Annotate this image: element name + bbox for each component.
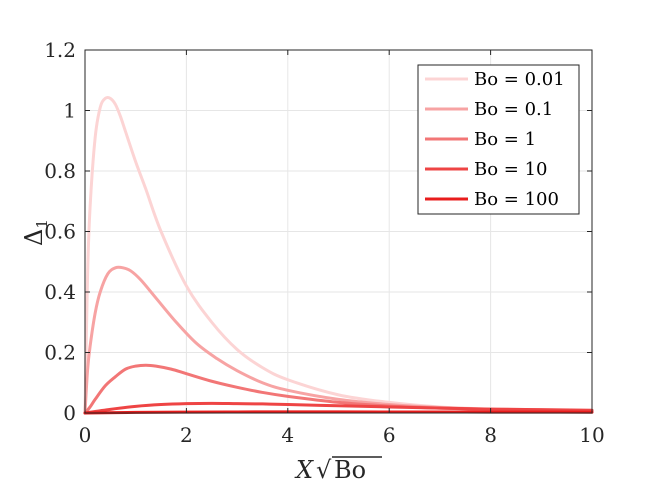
legend-entries: Bo = 0.01 Bo = 0.1 Bo = 1 Bo = 10 Bo = 100 (425, 69, 565, 210)
series-line-4 (83, 401, 594, 415)
x-tick-label: 8 (484, 423, 497, 447)
legend-entry: Bo = 10 (425, 159, 548, 180)
legend-label: Bo = 0.1 (474, 99, 553, 120)
y-tick-label: 0 (63, 401, 76, 425)
series-line-5 (83, 410, 594, 415)
legend-label: Bo = 10 (474, 159, 548, 180)
y-tick-label: 0.2 (44, 341, 76, 365)
x-axis-label-sqrt: √ (316, 456, 332, 484)
legend-label: Bo = 100 (474, 189, 559, 210)
x-tick-label: 0 (79, 423, 92, 447)
series-group (83, 95, 594, 415)
legend-label: Bo = 0.01 (474, 69, 565, 90)
x-axis-label-var: X (294, 456, 314, 484)
y-tick-label: 0.8 (44, 159, 76, 183)
y-axis-label-sub: 1 (33, 219, 51, 229)
series-line-1 (83, 95, 594, 415)
y-tick-label: 0.4 (44, 280, 76, 304)
legend-entry: Bo = 1 (425, 129, 536, 150)
legend-entry: Bo = 0.1 (425, 99, 553, 120)
legend-entry: Bo = 0.01 (425, 69, 565, 90)
x-tick-label: 2 (180, 423, 193, 447)
x-tick-label: 10 (579, 423, 604, 447)
legend-label: Bo = 1 (474, 129, 536, 150)
y-tick-label: 0.6 (44, 220, 76, 244)
y-tick-label: 1 (63, 99, 76, 123)
x-tick-label: 6 (383, 423, 396, 447)
axis-ticks: 0 2 4 6 8 10 0 0.2 0.4 0.6 0.8 1 1.2 (44, 38, 605, 447)
legend-entry: Bo = 100 (425, 189, 559, 210)
x-axis-label-arg: Bo (334, 456, 366, 484)
x-tick-label: 4 (281, 423, 294, 447)
legend: Bo = 0.01 Bo = 0.1 Bo = 1 Bo = 10 Bo = 100 (417, 64, 580, 215)
svg-text:Δ1: Δ1 (20, 219, 51, 246)
y-axis-label-main: Δ (20, 229, 48, 246)
y-tick-label: 1.2 (44, 38, 76, 62)
y-axis-label: Δ1 (20, 219, 51, 246)
x-axis-label: X √ Bo (294, 456, 382, 484)
